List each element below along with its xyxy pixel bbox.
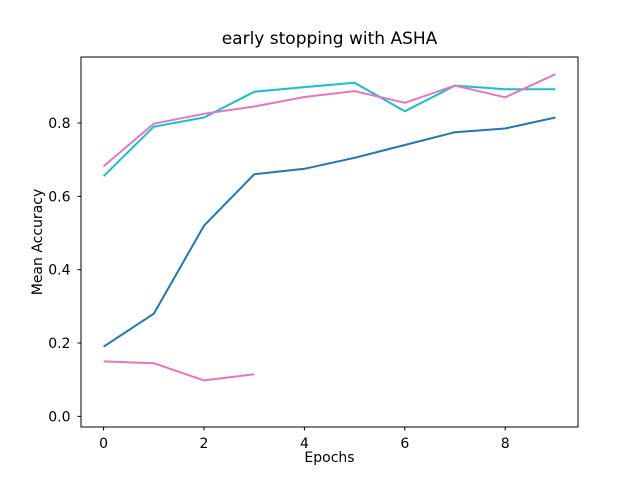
y-tick-label: 0.4 [48,263,70,279]
chart-title: early stopping with ASHA [221,29,438,49]
axes-spines [80,56,579,428]
y-tick-label: 0.8 [48,116,70,132]
y-tick-label: 0.6 [48,189,70,205]
x-tick-label: 8 [501,436,510,452]
series-line-trial-pink [102,73,556,168]
plot-background [81,57,578,427]
x-axis-label: Epochs [304,450,355,466]
y-tick-label: 0.2 [48,336,70,352]
x-tick-label: 0 [99,436,108,452]
series-line-trial-pink-early-stopped [103,360,255,382]
x-tick-label: 2 [200,436,209,452]
series-line-trial-blue [103,116,556,348]
series-line-trial-cyan [102,81,556,177]
y-tick-label: 0.0 [48,409,70,425]
x-tick-label: 4 [300,436,309,452]
x-tick-label: 6 [400,436,409,452]
